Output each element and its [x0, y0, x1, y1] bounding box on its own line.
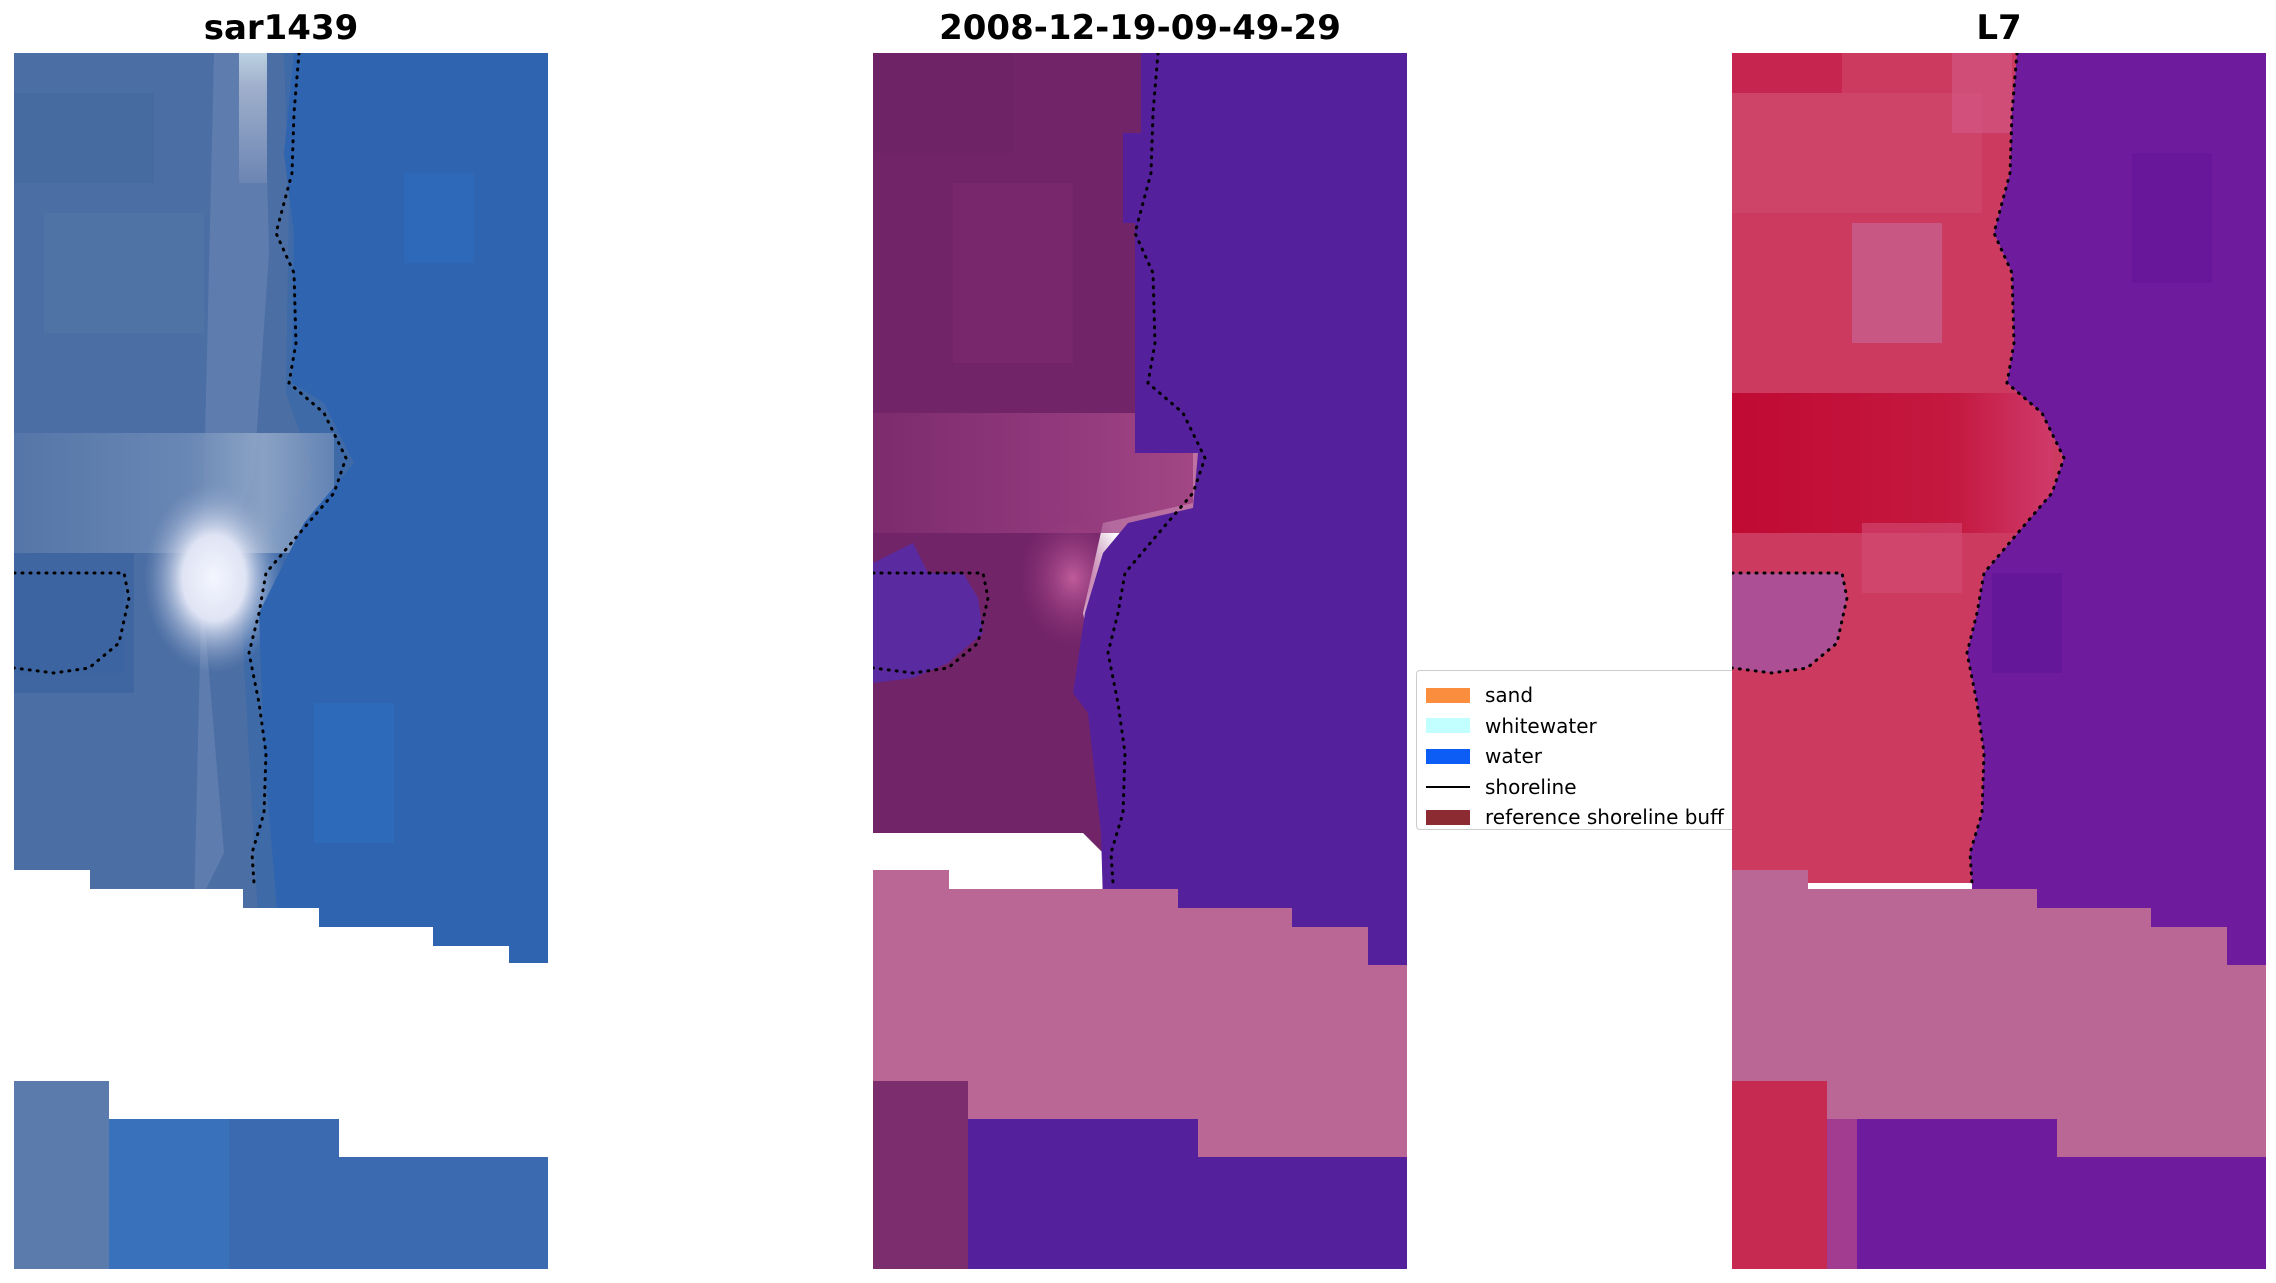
legend-item-sand: sand [1417, 680, 1732, 711]
legend-item-reference-buffer: reference shoreline buff [1417, 802, 1732, 830]
reference-shoreline-loop [873, 571, 990, 675]
reference-shoreline-loop [1732, 571, 1849, 675]
buffer-mask-area [873, 870, 1407, 1157]
classified-water-area [1073, 53, 1407, 965]
legend-label-whitewater: whitewater [1485, 713, 1597, 738]
buffer-mask-area [1732, 870, 2266, 1157]
reference-shoreline-loop [14, 571, 131, 675]
legend-item-water: water [1417, 741, 1732, 772]
legend-swatch-whitewater [1426, 718, 1470, 734]
panel-title-rgb: sar1439 [203, 8, 359, 48]
panel-title-classified: 2008-12-19-09-49-29 [939, 8, 1341, 48]
legend-line-shoreline [1426, 785, 1470, 788]
legend: sand whitewater water shoreline referenc… [1416, 670, 1732, 830]
legend-swatch-sand [1426, 687, 1470, 703]
legend-label-shoreline: shoreline [1485, 774, 1577, 799]
legend-label-water: water [1485, 744, 1542, 769]
classified-water-pocket [873, 543, 983, 683]
legend-label-sand: sand [1485, 683, 1534, 708]
legend-item-shoreline: shoreline [1417, 772, 1732, 803]
rgb-image-panel [14, 53, 548, 1269]
legend-label-reference-buffer: reference shoreline buff [1485, 805, 1724, 830]
legend-swatch-reference-buffer [1426, 809, 1470, 825]
panel-title-index: L7 [1976, 8, 2022, 48]
index-image-panel [1732, 53, 2266, 1269]
nodata-gap [14, 870, 548, 1157]
legend-item-whitewater: whitewater [1417, 711, 1732, 742]
legend-swatch-water [1426, 748, 1470, 764]
classified-image-panel [873, 53, 1407, 1269]
